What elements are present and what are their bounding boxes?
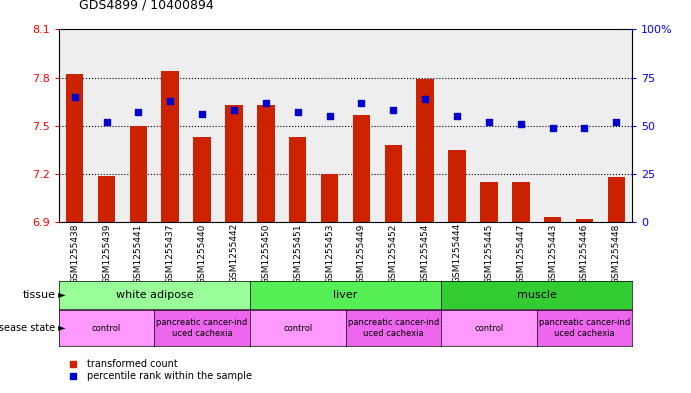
Text: GSM1255441: GSM1255441 — [134, 223, 143, 283]
Text: pancreatic cancer-ind
uced cachexia: pancreatic cancer-ind uced cachexia — [348, 318, 439, 338]
Text: ►: ► — [55, 323, 66, 333]
Text: GSM1255447: GSM1255447 — [516, 223, 525, 283]
Text: GSM1255437: GSM1255437 — [166, 223, 175, 284]
Text: GSM1255452: GSM1255452 — [389, 223, 398, 283]
Text: ►: ► — [55, 290, 66, 300]
Legend: transformed count, percentile rank within the sample: transformed count, percentile rank withi… — [64, 358, 252, 380]
Text: GSM1255451: GSM1255451 — [293, 223, 302, 284]
Text: GSM1255445: GSM1255445 — [484, 223, 493, 283]
Bar — [130, 126, 147, 222]
Bar — [384, 145, 402, 222]
Text: tissue: tissue — [22, 290, 55, 300]
Point — [451, 113, 462, 119]
Text: disease state: disease state — [0, 323, 55, 333]
Text: GSM1255438: GSM1255438 — [70, 223, 79, 284]
Text: pancreatic cancer-ind
uced cachexia: pancreatic cancer-ind uced cachexia — [539, 318, 630, 338]
Text: GSM1255448: GSM1255448 — [612, 223, 621, 283]
Text: GSM1255442: GSM1255442 — [229, 223, 238, 283]
Point — [515, 121, 527, 127]
Text: GSM1255440: GSM1255440 — [198, 223, 207, 283]
Point — [69, 94, 80, 100]
Point — [388, 107, 399, 114]
Point — [101, 119, 112, 125]
Text: GSM1255454: GSM1255454 — [421, 223, 430, 283]
Point — [133, 109, 144, 116]
Bar — [512, 182, 529, 222]
Point — [356, 99, 367, 106]
Text: muscle: muscle — [517, 290, 557, 300]
Text: GSM1255444: GSM1255444 — [453, 223, 462, 283]
Bar — [417, 79, 434, 222]
Bar — [448, 150, 466, 222]
Text: GSM1255450: GSM1255450 — [261, 223, 270, 284]
Bar — [289, 137, 307, 222]
Point — [419, 95, 430, 102]
Text: GDS4899 / 10400894: GDS4899 / 10400894 — [79, 0, 214, 12]
Point — [324, 113, 335, 119]
Text: liver: liver — [333, 290, 358, 300]
Bar — [257, 105, 274, 222]
Text: GSM1255439: GSM1255439 — [102, 223, 111, 284]
Point — [611, 119, 622, 125]
Bar — [480, 182, 498, 222]
Point — [579, 125, 590, 131]
Point — [292, 109, 303, 116]
Bar — [193, 137, 211, 222]
Bar — [225, 105, 243, 222]
Text: GSM1255446: GSM1255446 — [580, 223, 589, 283]
Bar — [607, 177, 625, 222]
Point — [164, 97, 176, 104]
Text: GSM1255453: GSM1255453 — [325, 223, 334, 284]
Bar — [544, 217, 561, 222]
Text: control: control — [283, 324, 312, 332]
Point — [547, 125, 558, 131]
Point — [483, 119, 494, 125]
Text: GSM1255449: GSM1255449 — [357, 223, 366, 283]
Bar — [321, 174, 339, 222]
Text: GSM1255443: GSM1255443 — [548, 223, 557, 283]
Bar — [576, 219, 594, 222]
Bar — [97, 176, 115, 222]
Text: pancreatic cancer-ind
uced cachexia: pancreatic cancer-ind uced cachexia — [156, 318, 248, 338]
Bar — [352, 114, 370, 222]
Text: control: control — [474, 324, 504, 332]
Point — [261, 99, 272, 106]
Text: white adipose: white adipose — [115, 290, 193, 300]
Text: control: control — [92, 324, 121, 332]
Point — [196, 111, 207, 118]
Bar — [162, 71, 179, 222]
Bar — [66, 74, 84, 222]
Point — [229, 107, 240, 114]
